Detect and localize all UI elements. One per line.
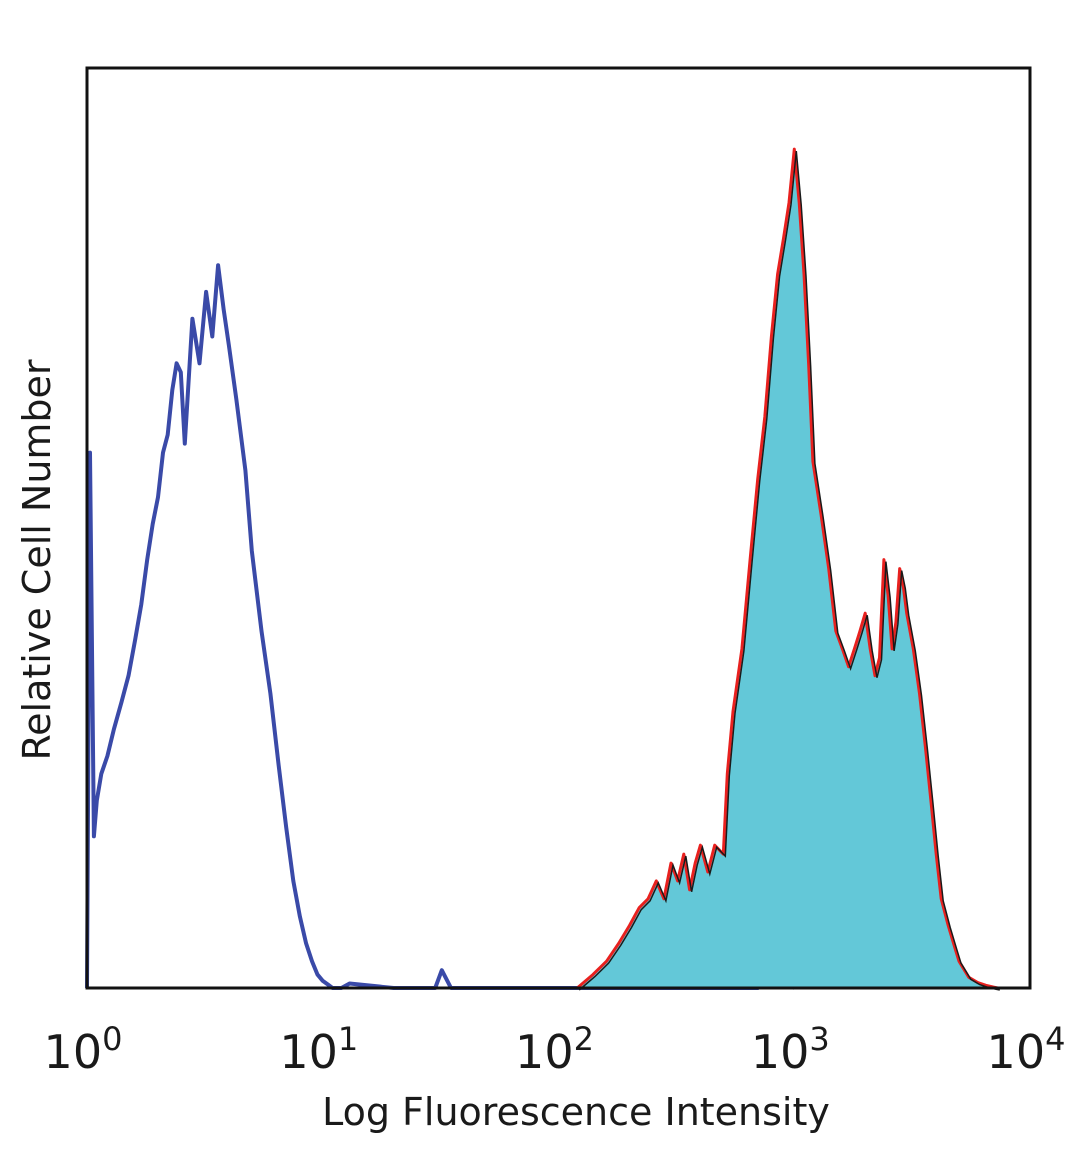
series-1-fill xyxy=(577,149,998,989)
x-tick-exponent-0: 0 xyxy=(102,1020,122,1058)
x-tick-exponent-1: 1 xyxy=(338,1020,358,1058)
x-tick-label-0: 100 xyxy=(44,1020,123,1079)
x-tick-exponent-4: 4 xyxy=(1045,1020,1065,1058)
series-1-outline xyxy=(576,147,999,990)
x-tick-base-2: 10 xyxy=(515,1025,574,1079)
plot-frame xyxy=(85,66,1032,990)
y-axis-title: Relative Cell Number xyxy=(15,359,59,760)
x-ticks: 100 101 102 103 104 xyxy=(44,1020,1066,1079)
series-layer xyxy=(85,147,1000,991)
x-tick-label-4: 104 xyxy=(987,1020,1066,1079)
x-axis-title: Log Fluorescence Intensity xyxy=(322,1090,830,1134)
x-tick-label-3: 103 xyxy=(751,1020,830,1079)
x-tick-exponent-2: 2 xyxy=(574,1020,594,1058)
series-1-shadow-line xyxy=(578,151,1000,991)
x-tick-label-1: 101 xyxy=(279,1020,358,1079)
x-tick-label-2: 102 xyxy=(515,1020,594,1079)
x-tick-base-0: 10 xyxy=(44,1025,103,1079)
x-tick-base-4: 10 xyxy=(987,1025,1046,1079)
x-tick-exponent-3: 3 xyxy=(809,1020,829,1058)
x-tick-base-3: 10 xyxy=(751,1025,810,1079)
x-tick-base-1: 10 xyxy=(279,1025,338,1079)
